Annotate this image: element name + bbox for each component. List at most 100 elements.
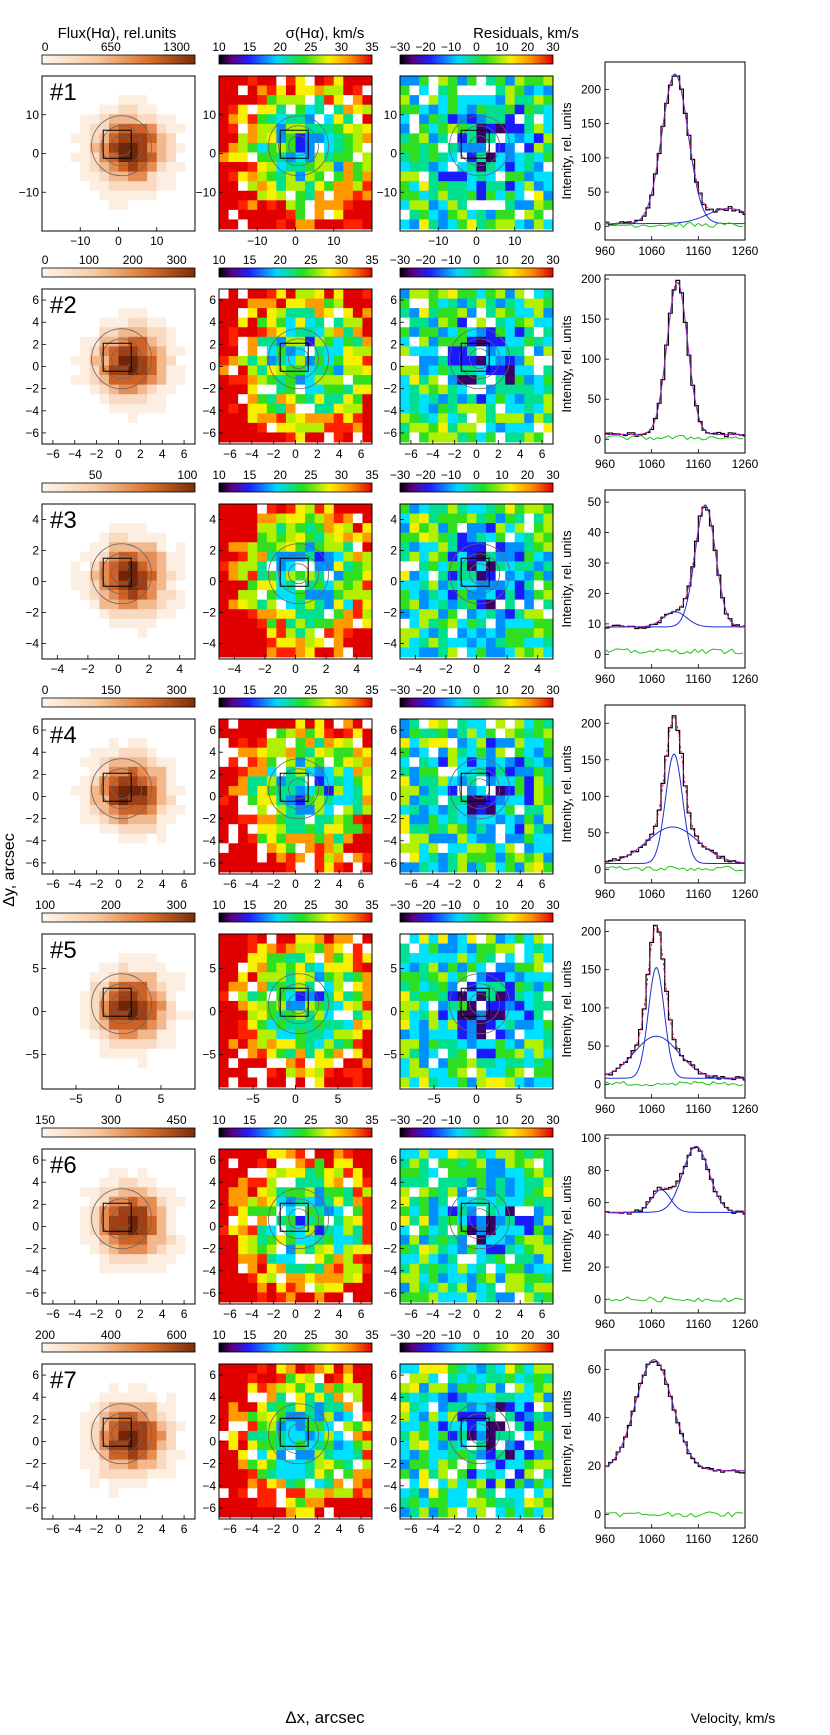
map-x-tick-label: 0 — [292, 1092, 299, 1106]
colorbar-tick-label: 15 — [243, 40, 257, 54]
map-x-tick-label: 6 — [181, 1307, 188, 1321]
colorbar-tick-label: 15 — [243, 468, 257, 482]
colorbar-tick-label: 0 — [473, 40, 480, 54]
row-label: #4 — [50, 722, 77, 749]
colorbar-tick-label: 20 — [274, 253, 288, 267]
map-x-tick-label: 2 — [137, 447, 144, 461]
aperture-box — [279, 1417, 309, 1447]
map-y-tick-label: −2 — [383, 1242, 397, 1256]
map-x-tick-label: 0 — [115, 234, 122, 248]
map-y-tick-label: 10 — [384, 108, 398, 122]
map-x-tick-label: 0 — [292, 1307, 299, 1321]
contour — [268, 328, 329, 390]
profile-x-tick-label: 960 — [595, 672, 615, 686]
panel-row: 0 100 200 300 10 15 20 25 30 35 −30 −20 −10 0 10 20 30−6… — [25, 253, 758, 471]
colorbar-tick-label: 20 — [274, 898, 288, 912]
profile-x-tick-label: 960 — [595, 1532, 615, 1546]
map-y-tick-label: −2 — [383, 1457, 397, 1471]
profile-y-tick-label: 100 — [581, 352, 601, 366]
contour — [278, 338, 319, 380]
map-x-tick-label: −4 — [245, 1522, 259, 1536]
contour — [278, 1413, 319, 1455]
residual-map: −6 −6 −4 −4 −2 −2 0 0 2 2 4 4 6 6 — [383, 718, 554, 891]
map-y-tick-label: 4 — [32, 315, 39, 329]
aperture-box — [460, 342, 490, 372]
colorbar — [41, 267, 196, 278]
colorbar-tick-label: 30 — [335, 1113, 349, 1127]
map-y-tick-label: 4 — [209, 1390, 216, 1404]
map-x-tick-label: 2 — [495, 1307, 502, 1321]
map-y-tick-label: 4 — [32, 1390, 39, 1404]
xlabel-profile: Velocity, km/s — [691, 1710, 776, 1726]
sigma-map: −6 −6 −4 −4 −2 −2 0 0 2 2 4 4 6 6 — [202, 718, 373, 891]
sigma-map: −6 −6 −4 −4 −2 −2 0 0 2 2 4 4 6 6 — [202, 1363, 373, 1536]
contour — [449, 543, 510, 605]
profile-residual — [604, 1296, 744, 1303]
aperture-box — [460, 1202, 490, 1232]
map-y-tick-label: −10 — [196, 185, 217, 199]
profile-plot: 960 1060 1160 1260 0 20 40 60 Intenity, rel. uni… — [559, 1349, 759, 1546]
profile-x-tick-label: 960 — [595, 1102, 615, 1116]
map-x-tick-label: 4 — [517, 447, 524, 461]
profile-fit — [605, 73, 746, 225]
map-x-tick-label: 2 — [314, 1307, 321, 1321]
map-y-tick-label: 4 — [209, 513, 216, 527]
profile-x-tick-label: 1260 — [732, 1317, 759, 1331]
profile-y-tick-label: 80 — [588, 1163, 602, 1177]
map-x-tick-label: 5 — [516, 1092, 523, 1106]
residual-map: −5 −5 0 0 5 5 — [383, 933, 554, 1106]
aperture-box — [460, 772, 490, 802]
profile-y-tick-label: 50 — [588, 185, 602, 199]
col-title-sigma: σ(Hα), km/s — [286, 25, 365, 42]
aperture-box — [279, 342, 309, 372]
map-x-tick-label: −4 — [426, 1307, 440, 1321]
map-y-tick-label: 0 — [390, 790, 397, 804]
profile-plot: 960 1060 1160 1260 0 50 100 150 200 Intenity, rel… — [559, 704, 759, 901]
map-y-tick-label: −6 — [202, 856, 216, 870]
map-y-tick-label: 6 — [209, 1368, 216, 1382]
contour — [459, 1198, 500, 1240]
colorbar-tick-label: 20 — [521, 1328, 535, 1342]
map-x-tick-label: −6 — [223, 1307, 237, 1321]
map-y-tick-label: 6 — [209, 723, 216, 737]
profile-x-tick-label: 1060 — [638, 1102, 665, 1116]
row-label: #5 — [50, 937, 77, 964]
colorbar — [41, 1127, 196, 1138]
colorbar-tick-label: 35 — [365, 898, 379, 912]
colorbar-tick-label: 20 — [274, 1328, 288, 1342]
map-y-tick-label: 0 — [32, 360, 39, 374]
profile-fit — [604, 924, 746, 1079]
map-x-tick-label: 10 — [327, 234, 341, 248]
profile-y-tick-label: 200 — [581, 82, 601, 96]
map-x-tick-label: −2 — [448, 877, 462, 891]
map-y-tick-label: 6 — [390, 723, 397, 737]
colorbar-tick-label: −10 — [441, 1113, 462, 1127]
profile-y-label: Intenity, rel. units — [559, 745, 574, 843]
colorbar-tick-label: 10 — [212, 898, 226, 912]
profile-residual — [604, 648, 744, 655]
profile-residual — [604, 865, 744, 872]
profile-residual — [604, 434, 744, 441]
map-y-tick-label: −2 — [202, 1242, 216, 1256]
contour — [101, 768, 142, 810]
map-y-tick-label: 0 — [32, 575, 39, 589]
map-x-tick-label: −10 — [247, 234, 268, 248]
map-y-tick-label: −10 — [377, 185, 398, 199]
colorbar — [399, 1127, 554, 1138]
map-x-tick-label: 6 — [358, 447, 365, 461]
residual-map: −6 −6 −4 −4 −2 −2 0 0 2 2 4 4 6 6 — [383, 1363, 554, 1536]
colorbar-tick-label: 1300 — [163, 40, 190, 54]
map-y-tick-label: −2 — [202, 1457, 216, 1471]
colorbar-tick-label: 15 — [243, 253, 257, 267]
colorbar — [399, 482, 554, 493]
profile-frame — [604, 61, 746, 241]
xlabel-map: Δx, arcsec — [285, 1708, 365, 1727]
profile-y-tick-label: 50 — [588, 495, 602, 509]
flux-map: −6 −6 −4 −4 −2 −2 0 0 2 2 4 4 6 6 — [25, 1363, 196, 1536]
panel-row: 200 400 600 10 15 20 25 30 35 −30 −20 −10 0 10 20 30−6−… — [25, 1328, 758, 1546]
contour — [268, 115, 329, 177]
colorbar-tick-label: 300 — [167, 253, 187, 267]
profile-y-label: Intenity, rel. units — [559, 102, 574, 200]
map-x-tick-label: −2 — [448, 447, 462, 461]
